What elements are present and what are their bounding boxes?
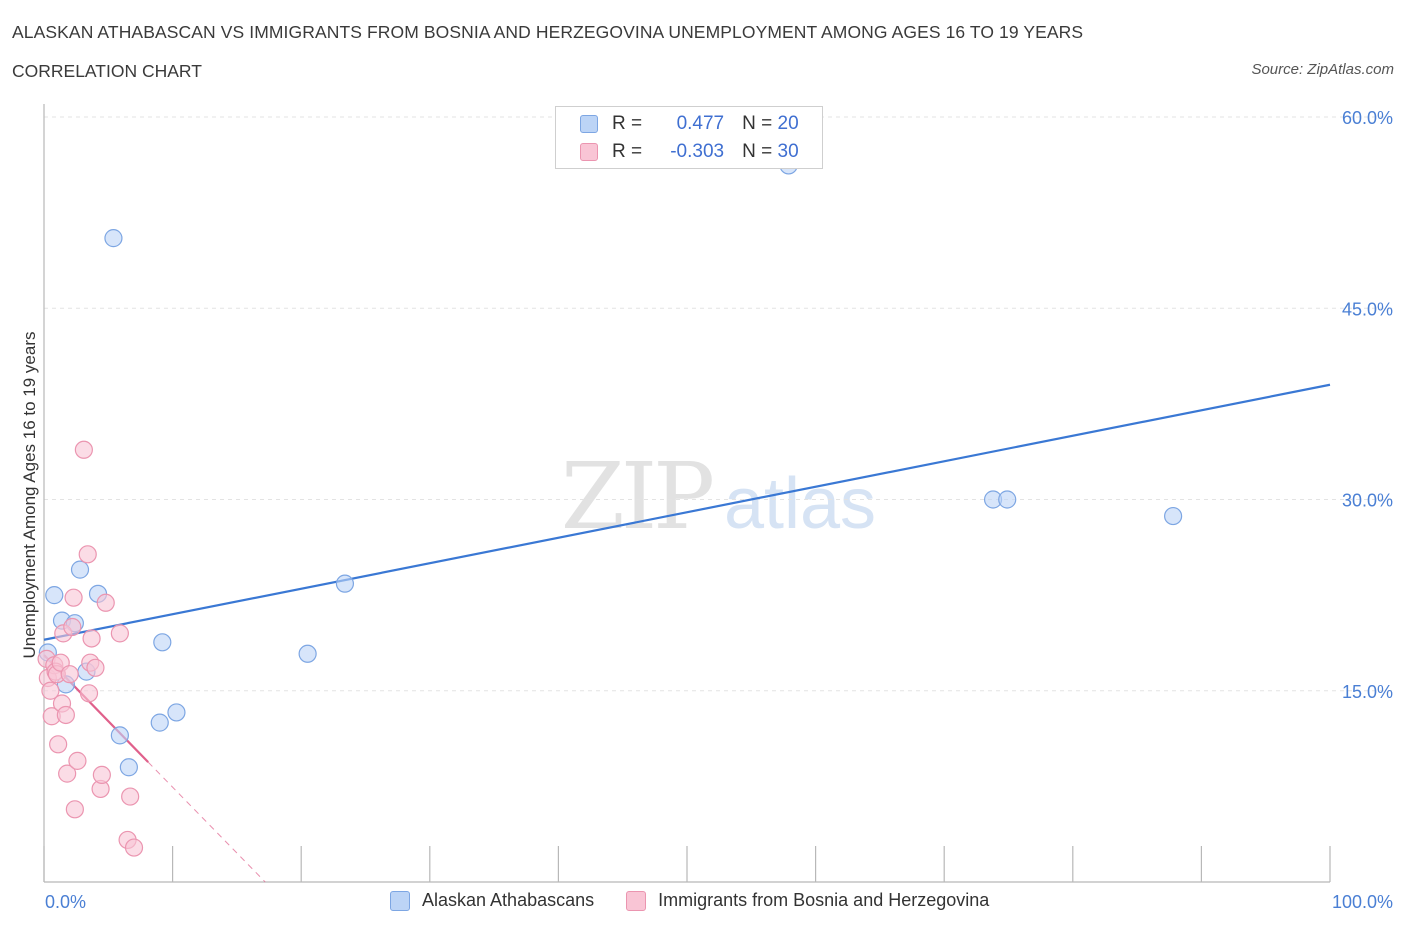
blue-data-point bbox=[45, 586, 64, 605]
n-label: N = bbox=[742, 141, 773, 162]
legend-item-alaskan-athabascans[interactable]: Alaskan Athabascans bbox=[390, 890, 594, 911]
y-tick-label: 15.0% bbox=[1342, 682, 1393, 702]
pink-data-point bbox=[96, 593, 115, 612]
chart-title: ALASKAN ATHABASCAN VS IMMIGRANTS FROM BO… bbox=[12, 22, 1084, 42]
n-label: N = bbox=[742, 113, 773, 134]
pink-data-point bbox=[56, 705, 75, 725]
legend-item-bosnia-herzegovina[interactable]: Immigrants from Bosnia and Herzegovina bbox=[626, 890, 989, 911]
n-value: 20 bbox=[777, 113, 799, 134]
r-value: -0.303 bbox=[670, 141, 725, 162]
pink-data-point bbox=[74, 440, 93, 459]
blue-trend-line bbox=[43, 383, 1331, 641]
blue-data-point bbox=[150, 713, 169, 732]
y-tick-label: 45.0% bbox=[1342, 299, 1393, 319]
blue-data-point bbox=[998, 490, 1017, 509]
pink-data-point bbox=[82, 629, 101, 648]
pink-data-point bbox=[64, 588, 83, 607]
blue-data-point bbox=[335, 574, 355, 593]
pink-data-point bbox=[124, 838, 144, 857]
blue-data-point bbox=[70, 560, 90, 579]
stats-legend: R = 0.477 N = 20 R = -0.303 N = 30 bbox=[555, 106, 823, 169]
pink-data-point bbox=[68, 751, 87, 770]
blue-data-point bbox=[167, 703, 186, 722]
tick-labels: 15.0% 30.0% 45.0% 60.0% 0.0% 100.0% bbox=[45, 108, 1393, 912]
r-label: R = bbox=[612, 113, 643, 134]
stats-row-blue: R = 0.477 N = 20 bbox=[580, 111, 799, 137]
pink-data-point bbox=[63, 617, 82, 637]
pink-swatch bbox=[580, 143, 598, 161]
pink-data-point bbox=[86, 658, 105, 677]
pink-data-point bbox=[110, 624, 129, 643]
blue-data-point bbox=[1164, 506, 1183, 526]
pink-data-point bbox=[121, 787, 140, 806]
y-tick-label: 30.0% bbox=[1342, 491, 1393, 511]
blue-data-point bbox=[298, 644, 317, 663]
blue-data-point bbox=[119, 758, 138, 777]
watermark-atlas: atlas bbox=[724, 464, 876, 544]
r-label: R = bbox=[612, 141, 643, 162]
blue-data-point bbox=[104, 229, 123, 248]
blue-swatch bbox=[580, 115, 598, 133]
x-tick-label: 0.0% bbox=[45, 892, 86, 912]
pink-swatch bbox=[626, 890, 647, 911]
chart-subtitle: CORRELATION CHART bbox=[12, 61, 202, 81]
stats-row-pink: R = -0.303 N = 30 bbox=[580, 139, 799, 165]
x-tick-label: 100.0% bbox=[1332, 892, 1393, 912]
blue-data-point bbox=[153, 633, 172, 652]
watermark-zip: ZIP bbox=[561, 443, 712, 550]
axes bbox=[43, 104, 1331, 883]
pink-data-point bbox=[92, 765, 111, 785]
r-value: 0.477 bbox=[676, 113, 725, 134]
y-tick-label: 60.0% bbox=[1342, 108, 1393, 128]
pink-data-point bbox=[58, 764, 77, 783]
pink-data-point bbox=[78, 545, 97, 564]
pink-data-point bbox=[79, 684, 99, 703]
pink-data-point bbox=[49, 735, 68, 754]
data-points bbox=[37, 156, 1183, 857]
blue-data-point bbox=[110, 726, 129, 745]
pink-data-point bbox=[60, 665, 79, 684]
gridlines bbox=[44, 116, 1394, 692]
series-legend: Alaskan Athabascans Immigrants from Bosn… bbox=[390, 890, 1021, 911]
n-value: 30 bbox=[777, 141, 799, 162]
pink-trend-extension bbox=[147, 761, 266, 883]
source-label: Source: ZipAtlas.com bbox=[1251, 61, 1394, 78]
legend-label: Immigrants from Bosnia and Herzegovina bbox=[658, 890, 990, 910]
pink-data-point bbox=[41, 681, 60, 700]
legend-label: Alaskan Athabascans bbox=[422, 890, 595, 910]
pink-data-point bbox=[65, 800, 84, 819]
blue-swatch bbox=[390, 890, 410, 911]
